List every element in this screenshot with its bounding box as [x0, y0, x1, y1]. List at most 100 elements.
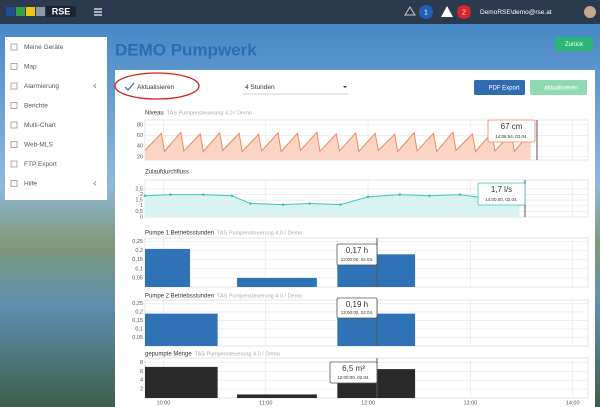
- chart-subtitle: TAS Pumpensteuerung 4.0 / Demo: [217, 230, 302, 236]
- line: [144, 131, 532, 153]
- badge[interactable]: [419, 5, 433, 19]
- tooltip: [477, 182, 526, 206]
- y-tick-label: 60: [137, 133, 143, 139]
- bar: [337, 313, 378, 346]
- tooltip-time: 12:00:00, 02.04.: [341, 257, 374, 262]
- badge-count: 2: [462, 9, 466, 16]
- y-tick-label: 40: [137, 144, 143, 150]
- y-tick-label: 1,5: [135, 198, 143, 204]
- bar: [377, 313, 416, 346]
- menu-icon: [10, 43, 18, 51]
- refresh-button-label: aktualisieren: [544, 86, 578, 92]
- logo: RSE: [6, 6, 76, 17]
- tooltip-value: 0,17 h: [346, 246, 368, 255]
- bar: [237, 394, 317, 398]
- menu-icon: [10, 160, 18, 168]
- point: [249, 202, 252, 205]
- point: [366, 195, 370, 199]
- tooltip: [336, 243, 378, 266]
- tooltip-value: 67 cm: [501, 122, 523, 131]
- y-tick-label: 0,15: [132, 318, 143, 324]
- menu-item[interactable]: Web-MLS: [24, 142, 53, 149]
- menu-item[interactable]: FTP Export: [24, 161, 57, 168]
- y-tick-label: 0,1: [135, 266, 143, 272]
- chart-title: Pumpe 1 Betriebsstunden: [145, 231, 214, 237]
- point: [169, 193, 172, 196]
- y-tick-label: 4: [140, 378, 143, 384]
- warning-icon[interactable]: [441, 6, 453, 17]
- y-tick-label: 0,1: [135, 326, 143, 332]
- refresh-button[interactable]: [530, 80, 587, 95]
- menu-item[interactable]: Hilfe: [24, 181, 37, 188]
- badge-count: 1: [424, 9, 428, 16]
- chevron: [93, 83, 97, 89]
- menu-icon: [10, 82, 18, 90]
- tooltip-time: 14:06:54, 02.04.: [495, 134, 528, 139]
- y-tick-label: 8: [140, 360, 143, 366]
- logo-text: RSE: [52, 6, 71, 16]
- y-tick-label: 0,5: [135, 209, 143, 215]
- chart-subtitle: TAS Pumpensteuerung 4.0 / Demo: [195, 351, 280, 357]
- y-tick-label: 1: [140, 203, 143, 209]
- chart-subtitle: TAS Pumpensteuerung 4.0 / Demo: [167, 110, 252, 116]
- tooltip-value: 0,19 h: [346, 300, 368, 309]
- tooltip-value: 6,5 m³: [342, 364, 365, 373]
- menu-icon: [10, 102, 18, 109]
- pdf-button-label: PDF Export: [488, 86, 519, 92]
- back-button[interactable]: [555, 37, 593, 51]
- checkbox[interactable]: [124, 82, 135, 91]
- y-tick-label: 0,2: [135, 309, 143, 315]
- line: [144, 194, 520, 206]
- menu-icon: [10, 63, 18, 70]
- point: [143, 194, 147, 197]
- bar: [377, 254, 416, 287]
- user-name[interactable]: DemoRSE\demo@rse.at: [480, 9, 552, 16]
- back-button-label: Zurück: [565, 42, 584, 48]
- auto-refresh-label[interactable]: Aktualisieren: [137, 84, 175, 91]
- pdf-button[interactable]: [474, 80, 525, 95]
- badge[interactable]: [457, 5, 471, 19]
- highlight-ellipse: [114, 72, 200, 100]
- range-select[interactable]: 4 Stunden: [245, 84, 275, 91]
- tooltip: [487, 119, 536, 143]
- menu-toggle[interactable]: [94, 8, 102, 16]
- point: [339, 203, 342, 206]
- y-tick-label: 0,25: [132, 301, 143, 307]
- y-tick-label: 2,5: [135, 186, 143, 192]
- mute-icon[interactable]: [404, 6, 416, 16]
- page-title: DEMO Pumpwerk: [115, 40, 257, 59]
- point: [202, 193, 205, 196]
- y-tick-label: 6: [140, 369, 143, 375]
- point: [398, 193, 402, 196]
- chart-title: Pumpe 2 Betriebsstunden: [145, 294, 214, 300]
- x-tick-label: 11:00: [259, 400, 272, 406]
- x-tick-label: 12:00: [361, 400, 375, 406]
- tooltip: [336, 297, 378, 319]
- y-tick-label: 0,25: [132, 239, 143, 245]
- avatar[interactable]: [584, 6, 596, 18]
- point: [458, 193, 462, 196]
- menu-item[interactable]: Alarmierung: [24, 83, 59, 90]
- bar: [377, 369, 416, 398]
- y-tick-label: 0,15: [132, 257, 143, 263]
- y-tick-label: 2: [140, 387, 143, 393]
- y-tick-label: 80: [137, 122, 143, 128]
- menu-item[interactable]: Multi-Chart: [24, 122, 56, 129]
- menu-icon: [10, 141, 18, 148]
- chart-subtitle: TAS Pumpensteuerung 4.0 / Demo: [217, 293, 302, 299]
- bar: [145, 313, 218, 346]
- sidebar: [5, 37, 107, 200]
- menu-item[interactable]: Map: [24, 64, 37, 71]
- y-tick-label: 0,05: [132, 335, 143, 341]
- y-tick-label: 0,2: [135, 248, 143, 254]
- bar: [145, 366, 218, 398]
- menu-item[interactable]: Meine Geräte: [24, 44, 64, 51]
- x-tick-label: 14:00: [566, 400, 580, 406]
- menu-item[interactable]: Berichte: [24, 103, 48, 110]
- chart-title: Niveau: [145, 111, 164, 117]
- tooltip-time: 14:00:00, 02.04.: [485, 197, 518, 202]
- menu-icon: [10, 180, 18, 187]
- point: [428, 194, 431, 197]
- y-tick-label: 20: [137, 154, 143, 160]
